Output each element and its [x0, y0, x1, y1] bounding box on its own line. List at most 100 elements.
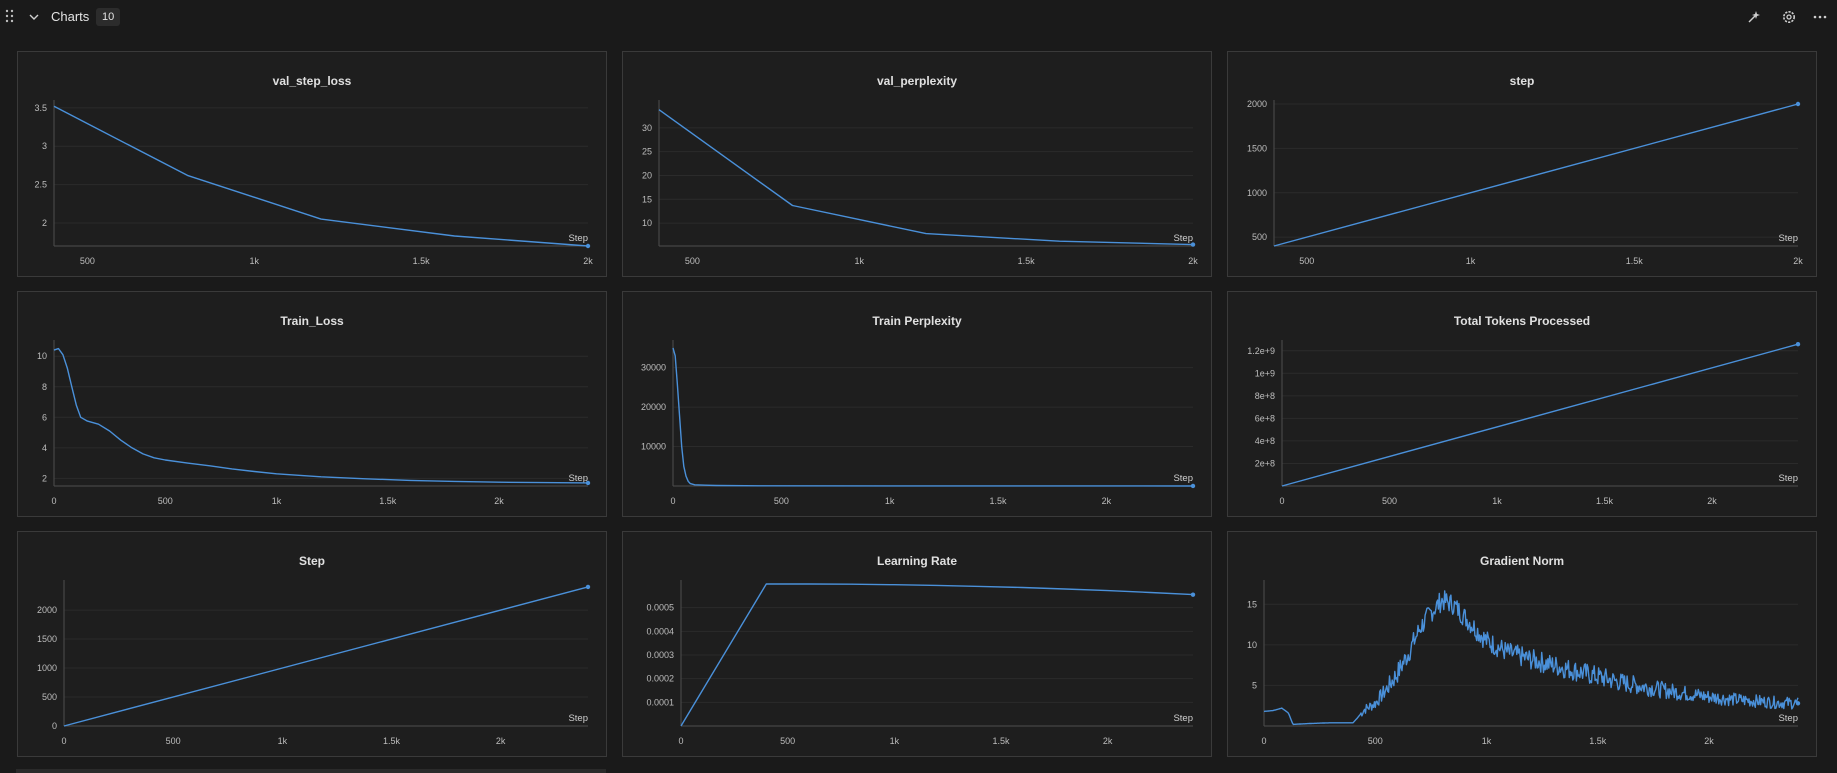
y-tick-label: 30 [642, 123, 652, 133]
y-tick-label: 3.5 [34, 103, 47, 113]
series-line[interactable] [672, 347, 1194, 487]
x-tick-label: 1k [278, 736, 288, 746]
chart-panel-val-perplexity[interactable]: val_perplexity 10 15 20 25 30 500 1k 1.5k 2k Step [622, 51, 1212, 277]
data-point [1190, 483, 1196, 489]
chart-title: Gradient Norm [1479, 554, 1564, 568]
chart-panel-train-loss[interactable]: Train_Loss 2 4 6 8 10 0 500 1k 1.5k 2k Step [17, 291, 607, 517]
x-tick-label: 2k [1793, 256, 1803, 266]
y-tick-label: 4 [42, 443, 47, 453]
y-tick-label: 0.0004 [646, 626, 674, 636]
chart-plot[interactable]: 500 1000 1500 2000 500 1k 1.5k 2k Step [1228, 52, 1818, 278]
chart-panel-step[interactable]: step 500 1000 1500 2000 500 1k 1.5k 2k Step [1227, 51, 1817, 277]
y-tick-label: 3 [42, 141, 47, 151]
x-tick-label: 500 [1299, 256, 1314, 266]
x-axis-label: Step [1778, 713, 1798, 724]
series-line[interactable] [1281, 343, 1799, 487]
y-tick-label: 10 [37, 351, 47, 361]
x-tick-label: 1.5k [383, 736, 401, 746]
series-line[interactable] [1273, 103, 1799, 247]
x-axis-label: Step [568, 233, 588, 244]
chart-title: Total Tokens Processed [1453, 314, 1591, 328]
data-point [1190, 242, 1196, 247]
x-tick-label: 2k [1103, 736, 1113, 746]
chart-title: val_step_loss [272, 74, 352, 88]
chart-plot[interactable]: 10000 20000 30000 0 500 1k 1.5k 2k Step [623, 292, 1213, 518]
y-tick-label: 2000 [1247, 99, 1267, 109]
y-tick-label: 1.2e+9 [1247, 346, 1275, 356]
y-tick-label: 0.0005 [646, 603, 674, 613]
x-tick-label: 2k [1102, 496, 1112, 506]
x-axis-label: Step [1173, 473, 1193, 484]
x-tick-label: 500 [774, 496, 789, 506]
series-line[interactable] [1263, 590, 1799, 726]
chart-plot[interactable]: 2 4 6 8 10 0 500 1k 1.5k 2k Step [18, 292, 608, 518]
data-point [585, 584, 591, 590]
y-tick-label: 6e+8 [1255, 413, 1275, 423]
y-tick-label: 2e+8 [1255, 458, 1275, 468]
x-axis-label: Step [1778, 473, 1798, 484]
chart-plot[interactable]: 0.0001 0.0002 0.0003 0.0004 0.0005 0 500 1k 1.5k… [623, 532, 1213, 758]
data-point [585, 243, 591, 249]
x-tick-label: 0 [1279, 496, 1284, 506]
chevron-down-icon[interactable] [28, 12, 40, 22]
y-tick-label: 0 [52, 721, 57, 731]
chart-count-badge: 10 [96, 8, 121, 26]
x-axis-label: Step [1778, 233, 1798, 244]
y-tick-label: 2 [42, 218, 47, 228]
gear-icon[interactable] [1781, 9, 1797, 25]
x-tick-label: 1k [885, 496, 895, 506]
y-tick-label: 2.5 [34, 180, 47, 190]
x-tick-label: 1.5k [992, 736, 1010, 746]
y-tick-label: 2000 [37, 605, 57, 615]
chart-plot[interactable]: 5 10 15 0 500 1k 1.5k 2k Step [1228, 532, 1818, 758]
chart-panel-total-tokens-processed[interactable]: Total Tokens Processed 2e+8 4e+8 6e+8 8e+8 1e… [1227, 291, 1817, 517]
series-line[interactable] [680, 583, 1194, 727]
chart-title: Train Perplexity [872, 314, 962, 328]
chart-plot[interactable]: 10 15 20 25 30 500 1k 1.5k 2k Step [623, 52, 1213, 278]
data-point [1190, 592, 1196, 597]
x-tick-label: 500 [1382, 496, 1397, 506]
chart-plot[interactable]: 2 2.5 3 3.5 500 1k 1.5k 2k Step [18, 52, 608, 278]
series-line[interactable] [63, 586, 589, 727]
data-point [1795, 101, 1801, 107]
section-title[interactable]: Charts [51, 9, 90, 24]
y-tick-label: 500 [1252, 232, 1267, 242]
chart-panel-learning-rate[interactable]: Learning Rate 0.0001 0.0002 0.0003 0.0004 0.0… [622, 531, 1212, 757]
x-axis-label: Step [568, 713, 588, 724]
y-tick-label: 10000 [641, 442, 666, 452]
x-tick-label: 500 [1368, 736, 1383, 746]
x-tick-label: 500 [166, 736, 181, 746]
y-tick-label: 1e+9 [1255, 368, 1275, 378]
more-horizontal-icon[interactable] [1812, 9, 1828, 25]
series-line[interactable] [53, 347, 589, 484]
y-tick-label: 10 [1247, 640, 1257, 650]
x-axis-label: Step [1173, 233, 1193, 244]
chart-panel-val-step-loss[interactable]: val_step_loss 2 2.5 3 3.5 500 1k 1.5k 2k Step [17, 51, 607, 277]
x-tick-label: 0 [61, 736, 66, 746]
y-tick-label: 8 [42, 382, 47, 392]
y-tick-label: 15 [1247, 599, 1257, 609]
x-tick-label: 1k [249, 256, 259, 266]
series-line[interactable] [53, 105, 589, 247]
section-header: Charts 10 [0, 0, 1837, 34]
series-line[interactable] [658, 109, 1194, 246]
y-tick-label: 6 [42, 412, 47, 422]
sparkle-icon[interactable] [1746, 9, 1762, 25]
y-tick-label: 25 [642, 147, 652, 157]
chart-plot[interactable]: 2e+8 4e+8 6e+8 8e+8 1e+9 1.2e+9 0 500 1k 1.5k 2k St… [1228, 292, 1818, 518]
x-axis-label: Step [568, 473, 588, 484]
x-tick-label: 2k [1704, 736, 1714, 746]
chart-panel-gradient-norm[interactable]: Gradient Norm 5 10 15 0 500 1k 1.5k 2k Step [1227, 531, 1817, 757]
x-tick-label: 2k [583, 256, 593, 266]
chart-plot[interactable]: 0 500 1000 1500 2000 0 500 1k 1.5k 2k Step [18, 532, 608, 758]
x-tick-label: 0 [1261, 736, 1266, 746]
y-tick-label: 0.0001 [646, 697, 674, 707]
x-tick-label: 1k [1492, 496, 1502, 506]
x-tick-label: 1.5k [989, 496, 1007, 506]
y-tick-label: 1000 [1247, 188, 1267, 198]
drag-handle-icon[interactable] [5, 9, 15, 23]
x-tick-label: 500 [685, 256, 700, 266]
chart-panel-train-perplexity[interactable]: Train Perplexity 10000 20000 30000 0 500 1k 1.5… [622, 291, 1212, 517]
x-tick-label: 1k [890, 736, 900, 746]
chart-panel-step[interactable]: Step 0 500 1000 1500 2000 0 500 1k 1.5k 2k Step [17, 531, 607, 757]
